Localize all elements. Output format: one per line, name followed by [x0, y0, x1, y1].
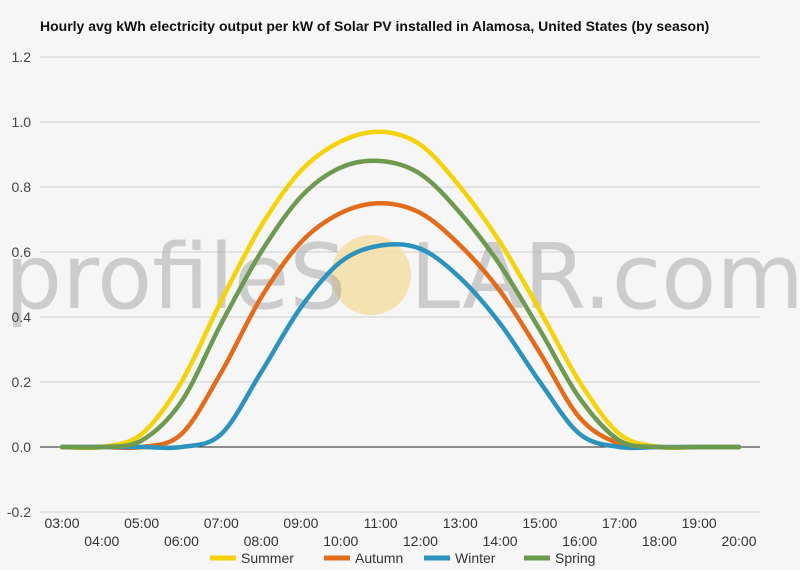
series-line-summer — [59, 129, 742, 451]
x-tick-label: 12:00 — [403, 533, 438, 549]
x-axis-ticks: 03:00 05:00 07:00 09:00 11:00 13:00 15:00 17:00… — [44, 515, 756, 549]
x-tick-label: 05:00 — [124, 515, 159, 531]
x-tick-label: 03:00 — [44, 515, 79, 531]
y-tick-label: -0.2 — [7, 504, 31, 520]
x-tick-label: 17:00 — [602, 515, 637, 531]
x-tick-label: 15:00 — [522, 515, 557, 531]
x-tick-label: 10:00 — [323, 533, 358, 549]
series-line-autumn — [59, 201, 742, 451]
x-tick-label: 06:00 — [164, 533, 199, 549]
x-tick-label: 11:00 — [364, 515, 398, 531]
x-tick-label: 18:00 — [642, 533, 677, 549]
y-tick-label: 0.4 — [12, 309, 32, 325]
legend-label-autumn: Autumn — [355, 550, 403, 566]
legend-label-spring: Spring — [555, 550, 595, 566]
y-tick-label: 0.0 — [12, 439, 32, 455]
series-lines — [59, 129, 742, 451]
legend-label-winter: Winter — [455, 550, 496, 566]
series-line-winter — [59, 241, 742, 451]
y-tick-label: 0.6 — [12, 244, 32, 260]
x-tick-label: 07:00 — [204, 515, 239, 531]
x-tick-label: 14:00 — [483, 533, 518, 549]
x-tick-label: 19:00 — [682, 515, 717, 531]
legend: Summer Autumn Winter Spring — [210, 550, 595, 566]
watermark-text-left: profileS — [5, 225, 346, 330]
chart-title: Hourly avg kWh electricity output per kW… — [40, 18, 710, 34]
x-tick-label: 20:00 — [721, 533, 756, 549]
y-tick-label: 0.8 — [12, 179, 32, 195]
y-tick-label: 1.0 — [12, 114, 32, 130]
y-tick-label: 0.2 — [12, 374, 32, 390]
watermark-text-right: LAR.com — [410, 225, 800, 330]
x-tick-label: 13:00 — [443, 515, 478, 531]
x-tick-label: 04:00 — [84, 533, 119, 549]
y-axis-ticks: 1.2 1.0 0.8 0.6 0.4 0.2 0.0 -0.2 — [7, 49, 31, 520]
series-line-spring — [59, 158, 742, 450]
x-tick-label: 08:00 — [244, 533, 279, 549]
x-tick-label: 16:00 — [562, 533, 597, 549]
x-tick-label: 09:00 — [283, 515, 318, 531]
y-tick-label: 1.2 — [12, 49, 32, 65]
watermark: profileS LAR.com — [5, 225, 800, 330]
legend-label-summer: Summer — [241, 550, 294, 566]
